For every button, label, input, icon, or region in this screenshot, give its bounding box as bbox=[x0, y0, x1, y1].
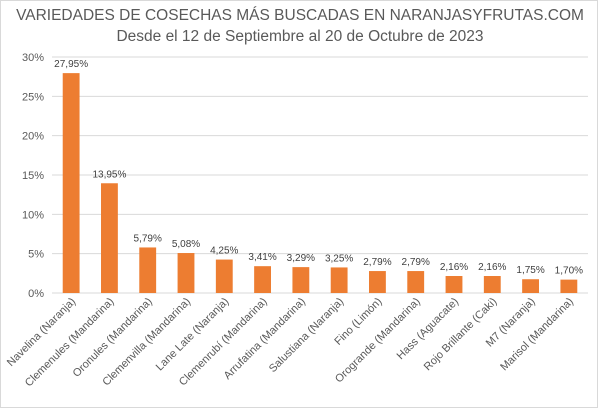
data-label: 5,79% bbox=[134, 233, 162, 244]
x-tick-label: Salustiana (Naranja) bbox=[267, 296, 346, 375]
y-tick-label: 25% bbox=[22, 91, 44, 103]
bar bbox=[139, 247, 157, 293]
bar bbox=[560, 279, 578, 293]
y-axis-ticks: 0% 5% 10% 15% 20% 25% 30% bbox=[22, 52, 44, 300]
y-tick-label: 0% bbox=[28, 288, 44, 300]
y-tick-label: 10% bbox=[22, 209, 44, 221]
bar bbox=[445, 276, 463, 293]
data-label: 2,16% bbox=[440, 262, 468, 273]
bar bbox=[369, 271, 386, 293]
data-label: 3,25% bbox=[325, 253, 353, 264]
bar bbox=[330, 267, 348, 293]
data-label: 1,70% bbox=[555, 266, 583, 277]
data-label: 3,29% bbox=[287, 253, 315, 264]
y-tick-label: 20% bbox=[22, 131, 44, 143]
bars bbox=[62, 73, 578, 293]
bar bbox=[522, 279, 539, 293]
data-label: 2,79% bbox=[402, 257, 430, 268]
chart-title: VARIEDADES DE COSECHAS MÁS BUSCADAS EN N… bbox=[16, 7, 584, 24]
bar bbox=[215, 259, 233, 293]
bar bbox=[292, 267, 310, 293]
bar bbox=[101, 183, 118, 293]
bar bbox=[407, 271, 425, 293]
data-label: 13,95% bbox=[92, 169, 126, 180]
gridlines bbox=[52, 56, 588, 294]
bar bbox=[177, 253, 195, 293]
y-tick-label: 30% bbox=[22, 52, 44, 64]
x-axis-ticks: Navelina (Naranja)Clemenules (Mandarina)… bbox=[5, 296, 576, 390]
x-tick-label: Marisol (Mandarina) bbox=[498, 296, 576, 374]
data-label: 2,79% bbox=[363, 257, 391, 268]
data-label: 5,08% bbox=[172, 239, 200, 250]
data-label: 4,25% bbox=[210, 246, 238, 257]
x-tick-label: Lane Late (Naranja) bbox=[154, 296, 232, 374]
y-tick-label: 15% bbox=[22, 170, 44, 182]
data-label: 3,41% bbox=[248, 252, 276, 263]
data-labels: 27,95% 13,95% 5,79% 5,08% 4,25% 3,41% 3,29% 3,2… bbox=[54, 59, 583, 277]
chart-subtitle: Desde el 12 de Septiembre al 20 de Octub… bbox=[116, 28, 484, 45]
y-tick-label: 5% bbox=[28, 249, 44, 261]
bar bbox=[62, 73, 80, 293]
x-tick-label: Rojo Brillante (Caki) bbox=[422, 296, 500, 374]
data-label: 27,95% bbox=[54, 59, 88, 70]
bar bbox=[254, 266, 271, 293]
x-tick-label: Navelina (Naranja) bbox=[5, 296, 78, 369]
data-label: 2,16% bbox=[478, 262, 506, 273]
bar bbox=[483, 276, 501, 293]
data-label: 1,75% bbox=[516, 265, 544, 276]
